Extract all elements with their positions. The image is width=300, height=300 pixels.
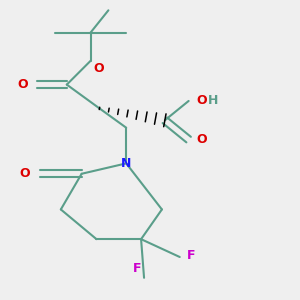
Text: O: O — [19, 167, 30, 180]
Text: F: F — [187, 249, 196, 262]
Text: O: O — [196, 94, 207, 107]
Text: N: N — [121, 157, 131, 170]
Text: F: F — [133, 262, 141, 275]
Text: O: O — [94, 62, 104, 75]
Text: O: O — [17, 78, 28, 91]
Text: O: O — [196, 133, 207, 146]
Text: H: H — [208, 94, 218, 107]
